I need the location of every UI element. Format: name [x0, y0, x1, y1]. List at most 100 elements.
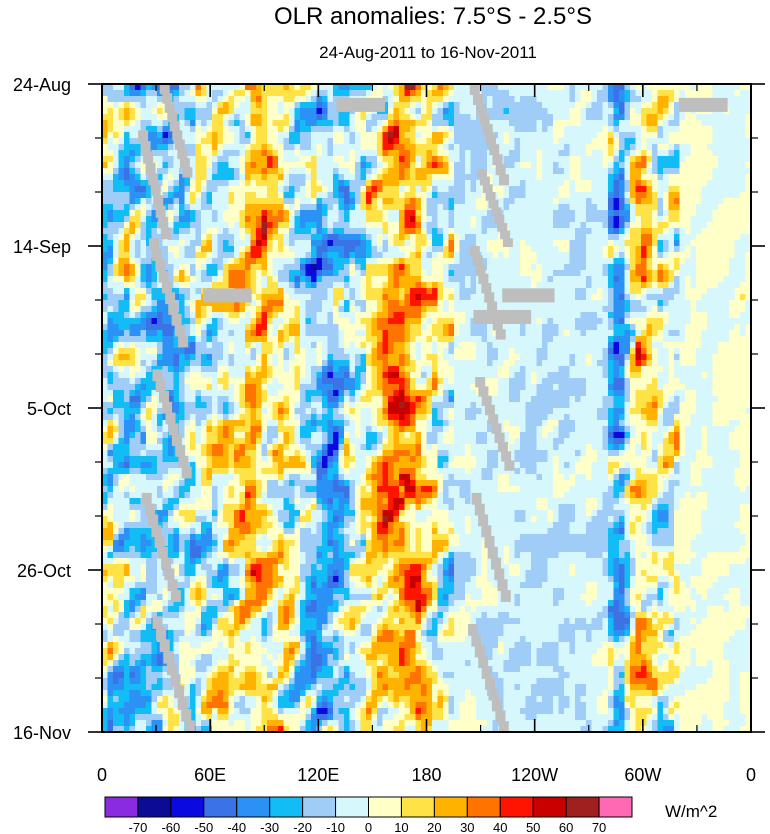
field-cell — [377, 150, 384, 157]
field-cell — [245, 282, 252, 289]
field-cell — [151, 312, 158, 319]
field-cell — [217, 144, 224, 151]
field-cell — [289, 198, 296, 205]
field-cell — [602, 210, 609, 217]
field-cell — [388, 252, 395, 259]
field-cell — [448, 198, 455, 205]
field-cell — [679, 234, 686, 241]
field-cell — [547, 168, 554, 175]
field-cell — [228, 102, 235, 109]
field-cell — [448, 288, 455, 295]
field-cell — [283, 138, 290, 145]
field-cell — [206, 144, 213, 151]
field-cell — [162, 324, 169, 331]
field-cell — [151, 324, 158, 331]
field-cell — [470, 192, 477, 199]
field-cell — [239, 282, 246, 289]
field-cell — [102, 162, 109, 169]
field-cell — [646, 312, 653, 319]
field-cell — [536, 156, 543, 163]
field-cell — [118, 306, 125, 313]
field-cell — [399, 138, 406, 145]
field-cell — [646, 276, 653, 283]
field-cell — [597, 204, 604, 211]
field-cell — [509, 120, 516, 127]
field-cell — [118, 162, 125, 169]
field-cell — [305, 324, 312, 331]
field-cell — [531, 96, 538, 103]
field-cell — [102, 120, 109, 127]
field-cell — [124, 180, 131, 187]
field-cell — [360, 234, 367, 241]
field-cell — [217, 306, 224, 313]
field-cell — [278, 156, 285, 163]
field-cell — [580, 276, 587, 283]
field-cell — [597, 96, 604, 103]
field-cell — [217, 270, 224, 277]
field-cell — [553, 102, 560, 109]
field-cell — [740, 282, 747, 289]
field-cell — [740, 252, 747, 259]
field-cell — [355, 330, 362, 337]
field-cell — [492, 90, 499, 97]
field-cell — [690, 312, 697, 319]
field-cell — [278, 138, 285, 145]
field-cell — [432, 240, 439, 247]
field-cell — [410, 162, 417, 169]
field-cell — [272, 318, 279, 325]
field-cell — [553, 306, 560, 313]
field-cell — [575, 258, 582, 265]
field-cell — [305, 90, 312, 97]
field-cell — [344, 114, 351, 121]
field-cell — [146, 90, 153, 97]
field-cell — [327, 312, 334, 319]
field-cell — [729, 198, 736, 205]
field-cell — [338, 312, 345, 319]
field-cell — [102, 240, 109, 247]
field-cell — [432, 282, 439, 289]
field-cell — [377, 132, 384, 139]
field-cell — [415, 84, 422, 91]
field-cell — [591, 306, 598, 313]
field-cell — [712, 90, 719, 97]
field-cell — [569, 186, 576, 193]
field-cell — [201, 300, 208, 307]
field-cell — [228, 198, 235, 205]
field-cell — [525, 198, 532, 205]
field-cell — [454, 210, 461, 217]
field-cell — [608, 294, 615, 301]
field-cell — [525, 204, 532, 211]
field-cell — [349, 114, 356, 121]
field-cell — [454, 306, 461, 313]
field-cell — [657, 306, 664, 313]
field-cell — [294, 216, 301, 223]
field-cell — [635, 270, 642, 277]
field-cell — [190, 156, 197, 163]
field-cell — [569, 156, 576, 163]
field-cell — [377, 168, 384, 175]
field-cell — [223, 120, 230, 127]
field-cell — [300, 240, 307, 247]
field-cell — [404, 156, 411, 163]
field-cell — [184, 90, 191, 97]
field-cell — [228, 180, 235, 187]
field-cell — [239, 204, 246, 211]
field-cell — [190, 150, 197, 157]
field-cell — [184, 138, 191, 145]
field-cell — [283, 192, 290, 199]
field-cell — [641, 330, 648, 337]
field-cell — [514, 120, 521, 127]
field-cell — [663, 102, 670, 109]
field-cell — [608, 282, 615, 289]
field-cell — [602, 108, 609, 115]
field-cell — [135, 96, 142, 103]
field-cell — [327, 120, 334, 127]
field-cell — [443, 186, 450, 193]
field-cell — [646, 156, 653, 163]
field-cell — [745, 216, 752, 223]
field-cell — [223, 324, 230, 331]
field-cell — [195, 288, 202, 295]
field-cell — [613, 174, 620, 181]
field-cell — [234, 150, 241, 157]
field-cell — [426, 276, 433, 283]
